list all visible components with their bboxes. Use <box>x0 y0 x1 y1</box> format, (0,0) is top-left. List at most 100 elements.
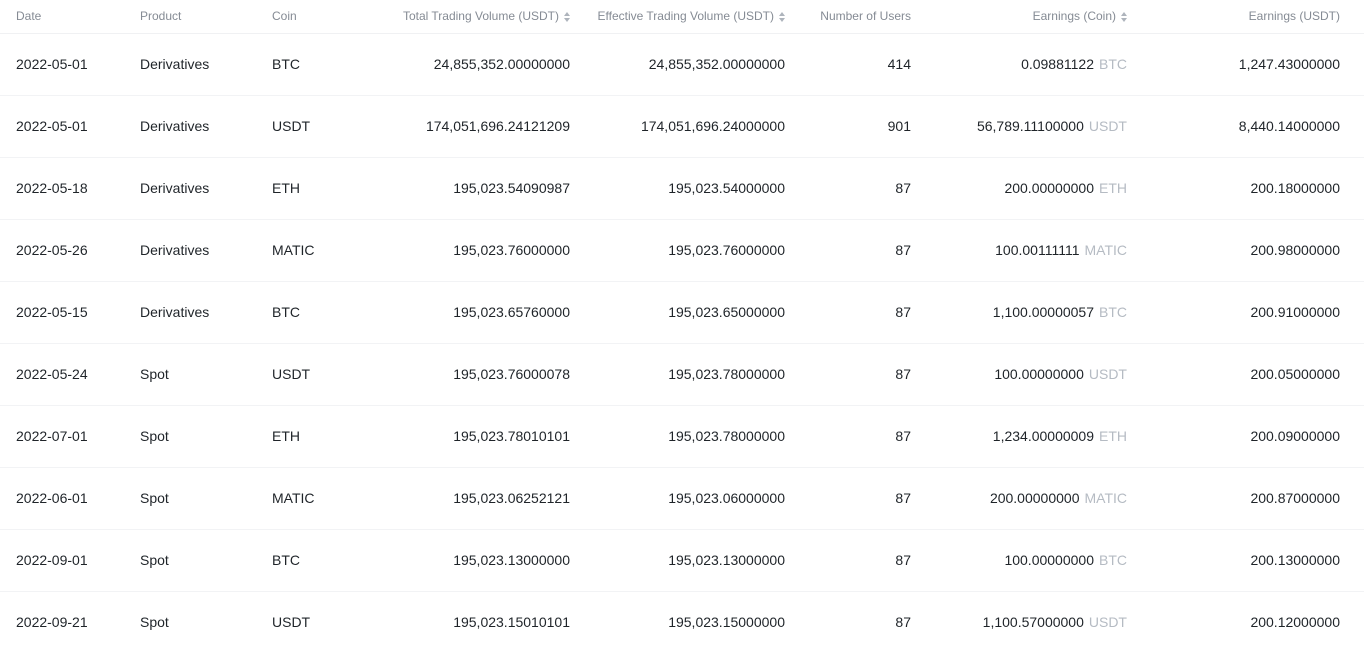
cell-product: Derivatives <box>140 281 272 344</box>
cell-date: 2022-05-15 <box>0 281 140 344</box>
cell-coin: USDT <box>272 95 370 158</box>
cell-date: 2022-09-21 <box>16 614 88 631</box>
cell-product: Derivatives <box>140 33 272 96</box>
cell-number-of-users: 87 <box>895 614 911 631</box>
cell-coin: MATIC <box>272 219 370 282</box>
sort-ascending-icon <box>564 12 570 17</box>
cell-total-trading-volume: 195,023.06252121 <box>370 467 570 530</box>
cell-earnings-coin: 56,789.11100000 USDT <box>911 95 1127 158</box>
earnings-coin-value: 56,789.11100000 <box>976 118 1084 134</box>
column-label-total-trading-volume: Total Trading Volume (USDT) <box>402 9 559 24</box>
cell-product: Derivatives <box>140 157 272 220</box>
earnings-coin-unit: USDT <box>1088 366 1127 382</box>
earnings-coin-unit: USDT <box>1088 118 1127 134</box>
column-header-total-trading-volume[interactable]: Total Trading Volume (USDT) <box>370 0 570 34</box>
cell-earnings-usdt: 200.05000000 <box>1127 343 1364 406</box>
cell-date: 2022-07-01 <box>0 405 140 468</box>
column-label-number-of-users: Number of Users <box>820 9 911 24</box>
column-header-number-of-users: Number of Users <box>785 0 911 34</box>
cell-effective-trading-volume: 174,051,696.24000000 <box>570 95 785 158</box>
cell-coin: BTC <box>272 281 370 344</box>
earnings-coin-value: 100.00000000 <box>994 366 1084 382</box>
cell-earnings-usdt: 200.13000000 <box>1127 529 1364 592</box>
cell-earnings-coin: 200.00000000 ETH <box>911 157 1127 220</box>
earnings-coin-unit: ETH <box>1099 180 1127 196</box>
earnings-coin-unit: MATIC <box>1084 490 1127 506</box>
header-row: Date Product Coin Total Trading Volume (… <box>0 0 1364 34</box>
table-row: 2022-09-21 Spot USDT 195,023.15010101 19… <box>0 591 1364 653</box>
earnings-coin-unit: MATIC <box>1084 242 1127 258</box>
cell-effective-trading-volume: 195,023.06000000 <box>570 467 785 530</box>
cell-effective-trading-volume: 195,023.54000000 <box>570 157 785 220</box>
cell-product: Derivatives <box>140 219 272 282</box>
cell-earnings-coin: 1,100.57000000 USDT <box>911 591 1127 653</box>
cell-total-trading-volume: 195,023.76000000 <box>370 219 570 282</box>
table-row: 2022-05-15 Derivatives BTC 195,023.65760… <box>0 281 1364 344</box>
cell-total-trading-volume: 195,023.54090987 <box>370 157 570 220</box>
cell-earnings-coin: 100.00000000 BTC <box>911 529 1127 592</box>
sort-icon[interactable] <box>779 12 785 23</box>
column-header-earnings-coin[interactable]: Earnings (Coin) <box>911 0 1127 34</box>
table-body: 2022-05-01 Derivatives BTC 24,855,352.00… <box>0 33 1364 653</box>
cell-number-of-users: 901 <box>785 95 911 158</box>
cell-coin: BTC <box>272 529 370 592</box>
cell-date: 2022-05-18 <box>0 157 140 220</box>
cell-product: Spot <box>140 343 272 406</box>
cell-total-trading-volume: 195,023.13000000 <box>370 529 570 592</box>
cell-total-trading-volume: 174,051,696.24121209 <box>370 95 570 158</box>
cell-earnings-usdt: 1,247.43000000 <box>1127 33 1364 96</box>
table-row: 2022-05-01 Derivatives BTC 24,855,352.00… <box>0 33 1364 96</box>
cell-coin: USDT <box>272 614 311 631</box>
table-row: 2022-09-01 Spot BTC 195,023.13000000 195… <box>0 529 1364 592</box>
column-header-earnings-usdt: Earnings (USDT) <box>1127 0 1364 34</box>
cell-effective-trading-volume: 195,023.76000000 <box>570 219 785 282</box>
column-label-product: Product <box>140 9 182 24</box>
cell-product: Spot <box>140 467 272 530</box>
cell-earnings-usdt: 8,440.14000000 <box>1127 95 1364 158</box>
cell-coin: USDT <box>272 343 370 406</box>
cell-coin: BTC <box>272 33 370 96</box>
cell-earnings-coin: 100.00000000 USDT <box>911 343 1127 406</box>
earnings-coin-value: 200.00000000 <box>989 490 1080 506</box>
cell-earnings-coin: 100.00111111 MATIC <box>911 219 1127 282</box>
cell-effective-trading-volume: 24,855,352.00000000 <box>570 33 785 96</box>
cell-date: 2022-09-01 <box>0 529 140 592</box>
earnings-coin-value: 100.00111111 <box>995 242 1080 258</box>
cell-total-trading-volume: 195,023.65760000 <box>370 281 570 344</box>
sort-icon[interactable] <box>1121 12 1127 23</box>
cell-earnings-coin: 0.09881122 BTC <box>911 33 1127 96</box>
earnings-coin-unit: ETH <box>1099 428 1127 444</box>
table-header: Date Product Coin Total Trading Volume (… <box>0 0 1364 34</box>
cell-number-of-users: 87 <box>785 529 911 592</box>
cell-coin: MATIC <box>272 467 370 530</box>
cell-total-trading-volume: 24,855,352.00000000 <box>370 33 570 96</box>
sort-ascending-icon <box>1121 12 1127 17</box>
earnings-coin-value: 200.00000000 <box>1004 180 1094 196</box>
column-header-product: Product <box>140 0 272 34</box>
sort-icon[interactable] <box>564 12 570 23</box>
cell-number-of-users: 87 <box>785 219 911 282</box>
earnings-coin-unit: BTC <box>1099 56 1127 72</box>
table-row: 2022-06-01 Spot MATIC 195,023.06252121 1… <box>0 467 1364 530</box>
cell-earnings-coin: 200.00000000 MATIC <box>911 467 1127 530</box>
cell-effective-trading-volume: 195,023.13000000 <box>570 529 785 592</box>
cell-number-of-users: 87 <box>785 405 911 468</box>
earnings-coin-value: 1,234.00000009 <box>992 428 1094 444</box>
sort-ascending-icon <box>779 12 785 17</box>
cell-effective-trading-volume: 195,023.15000000 <box>668 614 785 631</box>
cell-earnings-usdt: 200.09000000 <box>1127 405 1364 468</box>
earnings-coin-value: 0.09881122 <box>1021 56 1094 72</box>
column-label-effective-trading-volume: Effective Trading Volume (USDT) <box>597 9 774 24</box>
cell-earnings-coin: 1,234.00000009 ETH <box>911 405 1127 468</box>
cell-earnings-usdt: 200.98000000 <box>1127 219 1364 282</box>
cell-product: Spot <box>140 614 169 631</box>
cell-earnings-usdt: 200.91000000 <box>1127 281 1364 344</box>
cell-total-trading-volume: 195,023.15010101 <box>453 614 570 631</box>
column-header-date: Date <box>0 0 140 34</box>
cell-earnings-usdt: 200.18000000 <box>1127 157 1364 220</box>
cell-date: 2022-05-01 <box>0 95 140 158</box>
cell-date: 2022-05-26 <box>0 219 140 282</box>
earnings-coin-value: 1,100.57000000 <box>982 614 1084 631</box>
column-header-effective-trading-volume[interactable]: Effective Trading Volume (USDT) <box>570 0 785 34</box>
